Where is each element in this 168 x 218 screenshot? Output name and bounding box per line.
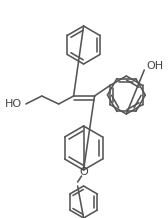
Text: HO: HO	[5, 99, 22, 109]
Text: O: O	[79, 167, 88, 177]
Text: OH: OH	[146, 61, 163, 71]
